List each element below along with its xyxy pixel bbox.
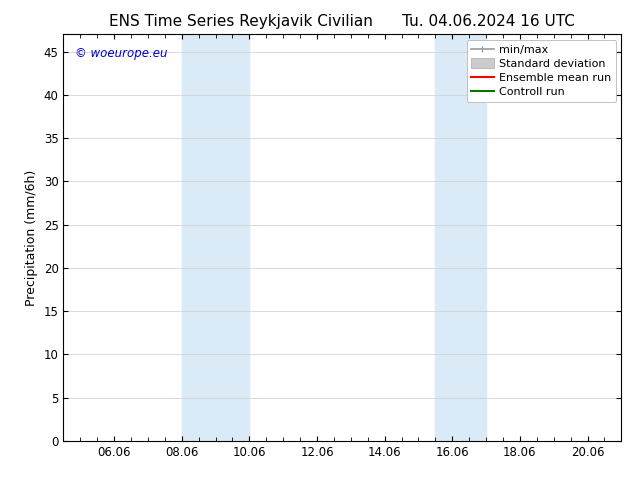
Legend: min/max, Standard deviation, Ensemble mean run, Controll run: min/max, Standard deviation, Ensemble me… xyxy=(467,40,616,102)
Text: © woeurope.eu: © woeurope.eu xyxy=(75,47,167,59)
Bar xyxy=(182,34,249,441)
Title: ENS Time Series Reykjavik Civilian      Tu. 04.06.2024 16 UTC: ENS Time Series Reykjavik Civilian Tu. 0… xyxy=(110,14,575,29)
Y-axis label: Precipitation (mm/6h): Precipitation (mm/6h) xyxy=(25,170,38,306)
Bar xyxy=(436,34,486,441)
